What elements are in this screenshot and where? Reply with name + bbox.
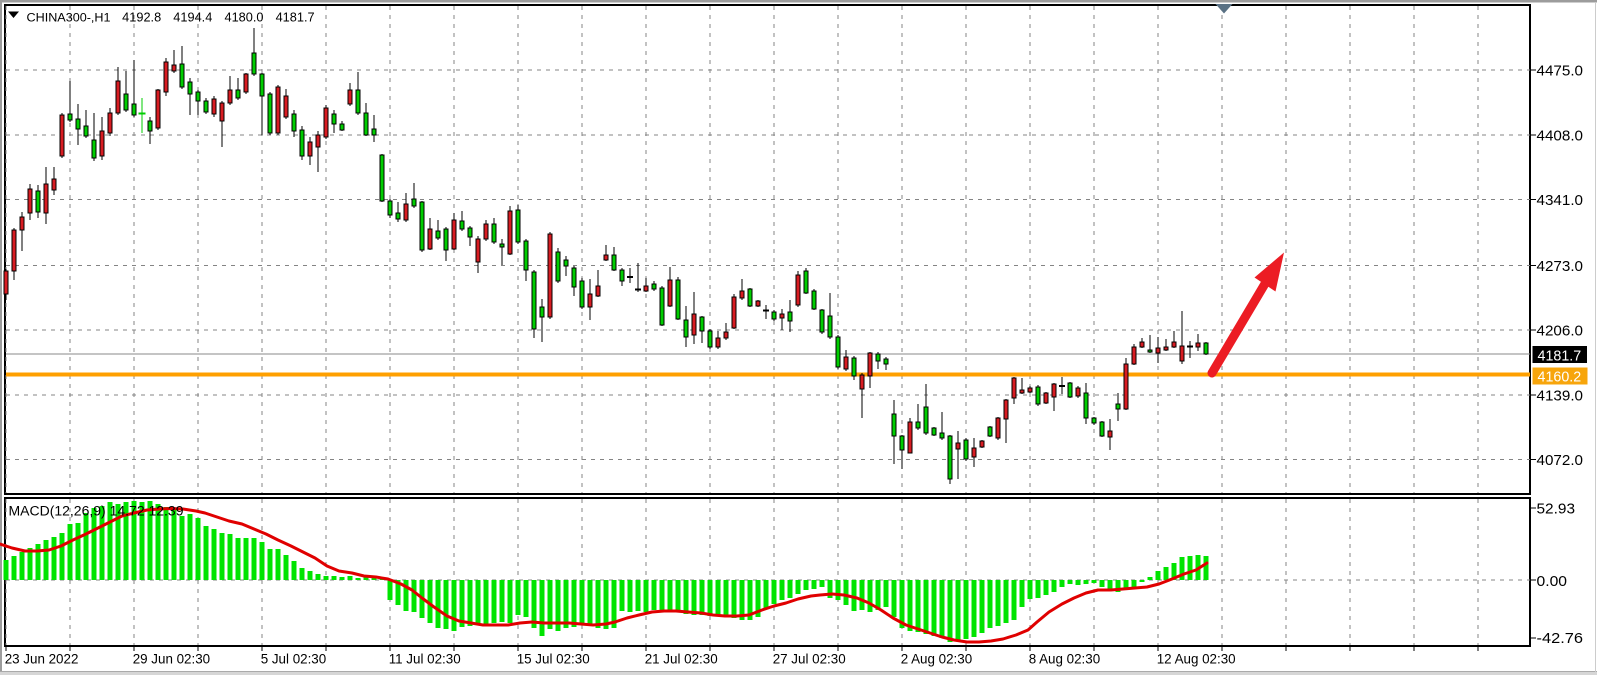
svg-text:52.93: 52.93 (1537, 501, 1576, 517)
svg-text:11 Jul 02:30: 11 Jul 02:30 (389, 651, 461, 666)
svg-text:4180.0: 4180.0 (225, 11, 264, 25)
svg-text:4181.7: 4181.7 (276, 11, 315, 25)
svg-text:CHINA300-,H1: CHINA300-,H1 (27, 11, 111, 25)
svg-text:4181.7: 4181.7 (1538, 348, 1582, 364)
svg-text:2 Aug 02:30: 2 Aug 02:30 (901, 651, 972, 666)
svg-text:23 Jun 2022: 23 Jun 2022 (5, 651, 79, 666)
svg-text:-42.76: -42.76 (1537, 631, 1584, 647)
svg-text:27 Jul 02:30: 27 Jul 02:30 (773, 651, 846, 666)
svg-text:8 Aug 02:30: 8 Aug 02:30 (1029, 651, 1100, 666)
svg-text:4192.8: 4192.8 (122, 11, 161, 25)
svg-text:0.00: 0.00 (1537, 574, 1568, 590)
svg-text:4072.0: 4072.0 (1537, 453, 1584, 469)
svg-text:MACD(12,26,9) 14.72 12.39: MACD(12,26,9) 14.72 12.39 (9, 504, 184, 519)
svg-text:4475.0: 4475.0 (1537, 64, 1584, 80)
svg-text:29 Jun 02:30: 29 Jun 02:30 (133, 651, 210, 666)
svg-text:4408.0: 4408.0 (1537, 128, 1584, 144)
svg-text:15 Jul 02:30: 15 Jul 02:30 (517, 651, 590, 666)
svg-text:4194.4: 4194.4 (173, 11, 212, 25)
svg-text:4139.0: 4139.0 (1537, 388, 1584, 404)
svg-text:12 Aug 02:30: 12 Aug 02:30 (1157, 651, 1236, 666)
svg-text:21 Jul 02:30: 21 Jul 02:30 (645, 651, 718, 666)
svg-text:4273.0: 4273.0 (1537, 259, 1584, 275)
svg-text:4160.2: 4160.2 (1538, 370, 1582, 386)
svg-text:5 Jul 02:30: 5 Jul 02:30 (261, 651, 327, 666)
svg-text:4341.0: 4341.0 (1537, 193, 1584, 209)
svg-text:4206.0: 4206.0 (1537, 324, 1584, 340)
